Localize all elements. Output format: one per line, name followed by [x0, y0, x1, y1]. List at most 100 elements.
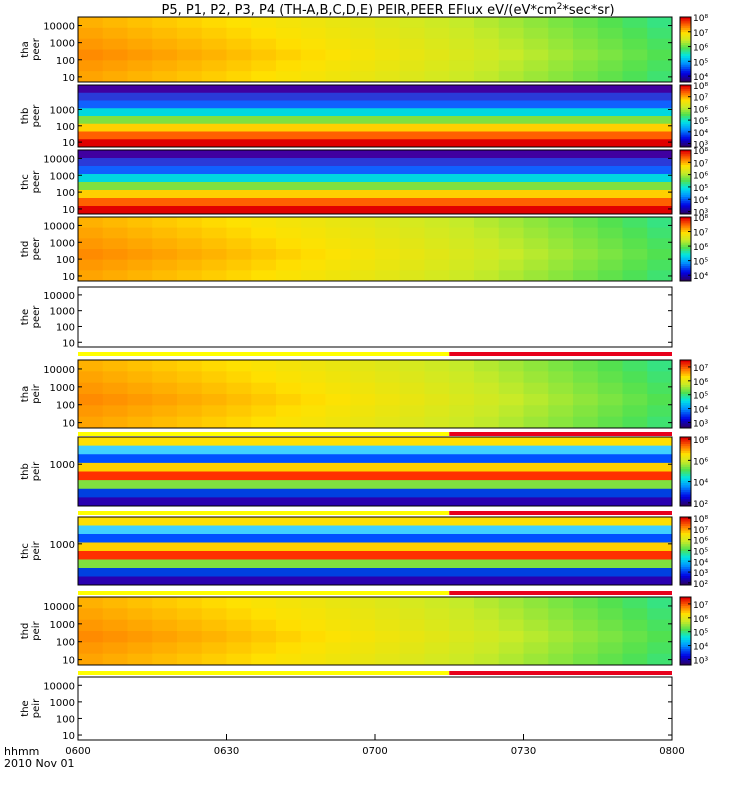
spectrogram-cell: [597, 49, 623, 61]
chart-title-tail: *sec*sr): [562, 3, 614, 18]
colorbar-step: [680, 378, 691, 381]
spectrogram-cell: [597, 371, 623, 384]
spectrogram-cell: [375, 227, 401, 239]
colorbar-step: [680, 173, 691, 177]
spectrogram-cell: [449, 371, 475, 384]
spectrogram-cell: [78, 259, 104, 271]
spectrogram-cell: [251, 27, 277, 40]
spectrogram-cell: [226, 597, 252, 609]
spectrogram-band: [78, 139, 672, 148]
colorbar-step: [680, 450, 691, 454]
colorbar-tick-label: 10⁶: [693, 615, 708, 625]
spectrogram-cell: [177, 249, 203, 261]
spectrogram-cell: [597, 416, 623, 429]
spectrogram-cell: [251, 619, 277, 632]
spectrogram-cell: [251, 60, 277, 72]
spectrogram-cell: [573, 249, 599, 261]
spectrogram-cell: [152, 619, 178, 632]
spectrogram-cell: [251, 405, 277, 418]
colorbar-step: [680, 462, 691, 466]
spectrogram-cell: [573, 394, 599, 406]
colorbar-step: [680, 471, 691, 475]
spectrogram-cell: [474, 259, 500, 271]
spectrogram-cell: [201, 71, 227, 83]
spectrogram-cell: [226, 642, 252, 655]
spectrogram-cell: [177, 238, 203, 250]
y-tick-label: 10000: [43, 681, 75, 692]
spectrogram-cell: [449, 416, 475, 429]
colorbar-tick-label: 10⁷: [693, 526, 708, 536]
spectrogram-cell: [350, 371, 376, 384]
spectrogram-cell: [449, 249, 475, 261]
panel-frame: [77, 149, 673, 215]
colorbar-step: [680, 617, 691, 621]
colorbar-tick-label: 10⁷: [693, 229, 708, 239]
panel-thd-peir: thdpeir 10 100 1000 10000 10³ 10⁴ 10⁵ 10⁶ 10⁷: [20, 596, 708, 667]
spectrogram-cell: [300, 405, 326, 418]
spectrogram-cell: [201, 394, 227, 406]
spectrogram-cell: [152, 38, 178, 50]
spectrogram-cell: [375, 405, 401, 418]
spectrogram-cell: [548, 597, 574, 609]
colorbar-step: [680, 95, 691, 98]
spectrogram-cell: [325, 608, 351, 621]
chart-title: P5, P1, P2, P3, P4 (TH-A,B,C,D,E) PEIR,P…: [161, 2, 614, 18]
colorbar-step: [680, 225, 691, 229]
colorbar-step: [680, 140, 691, 144]
time-axis: 0600 0630 0700 0730 0800: [65, 734, 685, 757]
spectrogram-cell: [127, 60, 153, 72]
colorbar-step: [680, 144, 691, 148]
y-tick-label: 1000: [50, 460, 75, 471]
spectrogram-cell: [375, 394, 401, 406]
spectrogram-cell: [226, 71, 252, 83]
spectrogram-cell: [127, 619, 153, 632]
spectrogram-cell: [399, 38, 425, 50]
spectrogram-cell: [276, 394, 302, 406]
colorbar-step: [680, 423, 691, 427]
spectrogram-cell: [474, 619, 500, 632]
y-axis-label: thepeir: [20, 698, 42, 718]
spectrogram-cell: [597, 227, 623, 239]
colorbar-step: [680, 34, 691, 37]
colorbar-step: [680, 653, 691, 657]
spectrogram-cell: [597, 394, 623, 406]
colorbar-step: [680, 421, 691, 424]
quality-flag-bad: [449, 352, 672, 356]
spectrogram-cell: [226, 653, 252, 666]
spectrogram-cell: [152, 394, 178, 406]
spectrogram-cell: [201, 49, 227, 61]
spectrogram-cell: [449, 60, 475, 72]
spectrogram-cell: [102, 416, 128, 429]
colorbar-step: [680, 384, 691, 388]
spectrogram-cell: [300, 259, 326, 271]
quality-flag-bad: [449, 671, 672, 675]
colorbar-step: [680, 519, 691, 523]
spectrogram-cell: [127, 259, 153, 271]
spectrogram-cell: [597, 60, 623, 72]
y-tick-label: 10: [62, 73, 75, 84]
colorbar-step: [680, 642, 691, 646]
spectrogram-cell: [300, 597, 326, 609]
colorbar-step: [680, 251, 691, 254]
colorbar-step: [680, 107, 691, 111]
spectrogram-cell: [523, 217, 549, 229]
spectrogram-cell: [78, 405, 104, 418]
colorbar-step: [680, 535, 691, 538]
colorbar-step: [680, 599, 691, 603]
spectrogram-cell: [399, 60, 425, 72]
spectrogram-cell: [300, 217, 326, 229]
spectrogram-cell: [399, 71, 425, 83]
colorbar-step: [680, 553, 691, 557]
colorbar-step: [680, 403, 691, 406]
colorbar-step: [680, 150, 691, 153]
colorbar-step: [680, 253, 691, 256]
spectrogram-cell: [251, 631, 277, 643]
spectrogram-cell: [251, 71, 277, 83]
colorbar-step: [680, 223, 691, 227]
spectrogram-cell: [424, 608, 450, 621]
y-axis-label-line: the: [20, 309, 31, 325]
y-axis-label-line: tha: [20, 41, 31, 57]
spectrogram-cell: [325, 259, 351, 271]
spectrogram-cell: [325, 238, 351, 250]
spectrogram-cell: [226, 371, 252, 384]
